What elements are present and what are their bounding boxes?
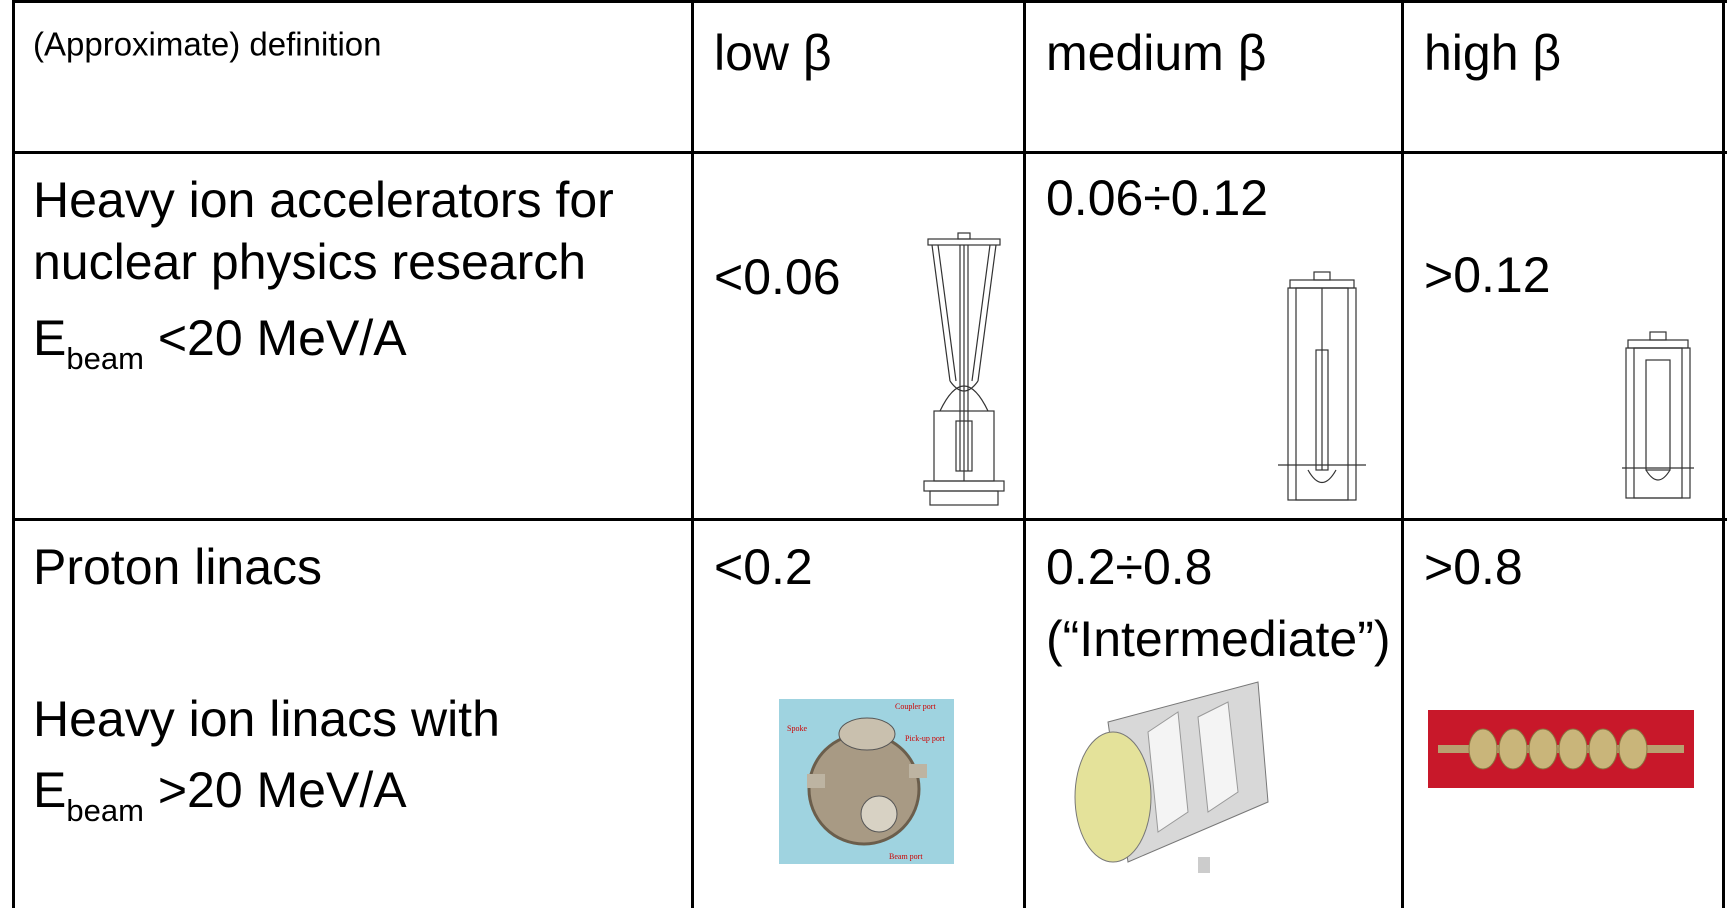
- table-border: [12, 518, 1727, 521]
- table-border: [12, 151, 1727, 154]
- photo-label: Coupler port: [895, 702, 936, 711]
- spoke-cavity-photo: Coupler port Spoke Pick-up port Beam por…: [779, 699, 954, 864]
- energy-subscript: beam: [66, 793, 144, 828]
- table-border: [12, 0, 1727, 3]
- photo-label: Spoke: [787, 724, 807, 733]
- beta-range: <0.2: [714, 539, 813, 595]
- definition-line: Heavy ion linacs with: [33, 691, 500, 747]
- photo-label: Beam port: [889, 852, 923, 861]
- energy-limit: >20 MeV/A: [157, 762, 407, 818]
- beta-range: >0.8: [1424, 539, 1523, 595]
- beta-range: 0.2÷0.8: [1046, 539, 1213, 595]
- table-border: [1401, 0, 1404, 908]
- header-cell: (Approximate) definition: [33, 25, 382, 63]
- header-cell: high β: [1424, 25, 1562, 81]
- definition-line: nuclear physics research: [33, 234, 587, 290]
- header-cell: medium β: [1046, 25, 1267, 81]
- energy-symbol: E: [33, 762, 67, 818]
- energy-condition: Ebeam >20 MeV/A: [33, 762, 407, 826]
- energy-limit: <20 MeV/A: [157, 310, 407, 366]
- energy-condition: Ebeam <20 MeV/A: [33, 310, 407, 374]
- beta-range: <0.06: [714, 249, 841, 305]
- definition-line: Proton linacs: [33, 539, 323, 595]
- table-border: [1722, 0, 1725, 908]
- definition-line: Heavy ion accelerators for: [33, 172, 614, 228]
- energy-symbol: E: [33, 310, 67, 366]
- table-border: [12, 0, 15, 908]
- header-cell: low β: [714, 25, 832, 81]
- photo-label: Pick-up port: [905, 734, 946, 743]
- medium-beta-cavity-drawing: [1278, 271, 1366, 501]
- elliptical-cavity-photo: [1428, 710, 1694, 788]
- low-beta-cavity-drawing: [923, 232, 1005, 506]
- beta-range: 0.06÷0.12: [1046, 170, 1269, 226]
- beta-note: (“Intermediate”): [1046, 611, 1391, 667]
- high-beta-cavity-drawing: [1622, 331, 1694, 499]
- table-border: [691, 0, 694, 908]
- energy-subscript: beam: [66, 341, 144, 376]
- cavity-cutaway-render: [1074, 681, 1269, 873]
- table-border: [1023, 0, 1026, 908]
- beta-range: >0.12: [1424, 247, 1551, 303]
